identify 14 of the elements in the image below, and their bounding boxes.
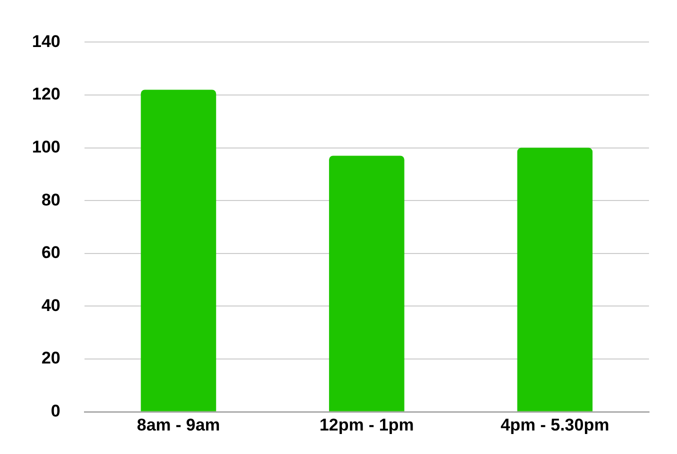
bar <box>140 90 216 412</box>
x-tick-label: 8am - 9am <box>136 416 220 435</box>
y-tick-label: 80 <box>41 190 60 210</box>
x-tick-label: 4pm - 5.30pm <box>500 416 610 435</box>
y-tick-label: 40 <box>41 296 60 315</box>
x-tick-label: 12pm - 1pm <box>319 416 414 435</box>
bar <box>329 156 404 412</box>
bar <box>517 148 593 412</box>
y-tick-label: 120 <box>32 84 60 104</box>
y-tick-label: 100 <box>32 137 60 156</box>
y-tick-label: 0 <box>50 401 60 420</box>
y-tick-label: 20 <box>41 348 60 368</box>
y-tick-label: 140 <box>32 32 60 51</box>
y-tick-label: 60 <box>41 243 60 262</box>
